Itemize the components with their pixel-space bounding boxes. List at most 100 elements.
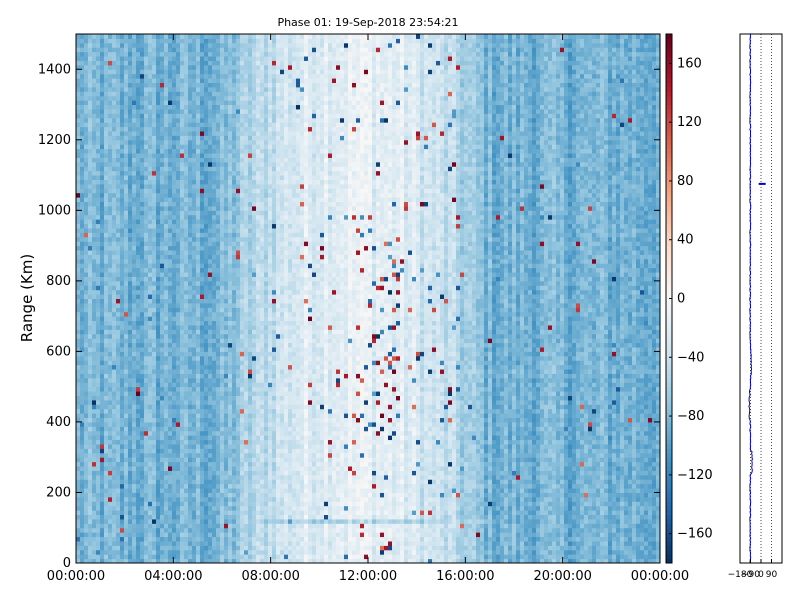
- heatmap-cell: [100, 545, 105, 550]
- heatmap-cell: [136, 545, 141, 550]
- heatmap-cell: [152, 122, 157, 127]
- heatmap-cell: [116, 254, 121, 259]
- heatmap-cell: [104, 193, 109, 198]
- heatmap-cell: [112, 109, 117, 114]
- heatmap-cell: [136, 448, 141, 453]
- heatmap-cell: [112, 74, 117, 79]
- heatmap-cell: [92, 175, 97, 180]
- heatmap-cell: [124, 515, 129, 520]
- heatmap-cell: [76, 294, 81, 299]
- heatmap-cell: [128, 210, 133, 215]
- heatmap-cell: [80, 515, 85, 520]
- heatmap-cell: [132, 246, 137, 251]
- heatmap-cell: [124, 118, 129, 123]
- heatmap-cell: [116, 193, 121, 198]
- heatmap-cell: [144, 65, 149, 70]
- heatmap-cell: [92, 506, 97, 511]
- heatmap-cell: [88, 202, 93, 207]
- heatmap-cell: [128, 281, 133, 286]
- heatmap-cell: [144, 100, 149, 105]
- heatmap-cell: [96, 532, 101, 537]
- heatmap-cell: [80, 113, 85, 118]
- heatmap-cell: [140, 457, 145, 462]
- heatmap-cell: [152, 316, 157, 321]
- heatmap-cell: [128, 52, 133, 57]
- heatmap-cell: [136, 541, 141, 546]
- heatmap-cell: [148, 268, 153, 273]
- heatmap-cell: [148, 435, 153, 440]
- heatmap-cell: [124, 532, 129, 537]
- heatmap-cell: [136, 87, 141, 92]
- heatmap-cell: [84, 409, 89, 414]
- heatmap-cell: [96, 510, 101, 515]
- heatmap-cell: [116, 488, 121, 493]
- heatmap-cell: [116, 515, 121, 520]
- heatmap-cell: [120, 135, 125, 140]
- heatmap-cell: [100, 409, 105, 414]
- heatmap-cell: [108, 109, 113, 114]
- heatmap-cell: [100, 360, 105, 365]
- heatmap-cell: [124, 259, 129, 264]
- heatmap-cell: [112, 153, 117, 158]
- heatmap-cell: [120, 171, 125, 176]
- heatmap-cell: [84, 395, 89, 400]
- heatmap-cell: [124, 303, 129, 308]
- heatmap-cell: [144, 395, 149, 400]
- heatmap-cell: [96, 299, 101, 304]
- heatmap-cell: [112, 250, 117, 255]
- heatmap-cell: [108, 404, 113, 409]
- heatmap-cell: [88, 166, 93, 171]
- heatmap-cell: [144, 166, 149, 171]
- heatmap-cell: [88, 545, 93, 550]
- heatmap-cell: [140, 554, 145, 559]
- heatmap-cell: [152, 541, 157, 546]
- heatmap-cell: [76, 453, 81, 458]
- heatmap-cell: [80, 321, 85, 326]
- heatmap-cell: [88, 171, 93, 176]
- heatmap-cell: [124, 232, 129, 237]
- heatmap-cell: [92, 325, 97, 330]
- heatmap-cell: [144, 360, 149, 365]
- heatmap-cell: [140, 259, 145, 264]
- heatmap-cell: [144, 38, 149, 43]
- heatmap-cell: [148, 179, 153, 184]
- heatmap-cell: [120, 409, 125, 414]
- heatmap-cell: [152, 166, 157, 171]
- heatmap-cell: [108, 166, 113, 171]
- heatmap-cell: [108, 299, 113, 304]
- heatmap-cell: [136, 395, 141, 400]
- heatmap-cell: [88, 206, 93, 211]
- heatmap-cell: [112, 276, 117, 281]
- heatmap-cell: [136, 188, 141, 193]
- heatmap-cell: [92, 492, 97, 497]
- heatmap-cell: [104, 144, 109, 149]
- heatmap-cell: [96, 65, 101, 70]
- heatmap-cell: [96, 426, 101, 431]
- heatmap-cell: [136, 285, 141, 290]
- heatmap-cell: [148, 356, 153, 361]
- heatmap-cell: [128, 462, 133, 467]
- heatmap-cell: [120, 52, 125, 57]
- heatmap-cell: [144, 34, 149, 39]
- heatmap-cell: [84, 554, 89, 559]
- heatmap-cell: [120, 140, 125, 145]
- heatmap-cell: [148, 515, 153, 520]
- heatmap-cell: [132, 219, 137, 224]
- heatmap-cell: [152, 523, 157, 528]
- heatmap-cell: [104, 448, 109, 453]
- heatmap-cell: [104, 435, 109, 440]
- heatmap-cell: [88, 65, 93, 70]
- heatmap-cell: [116, 373, 121, 378]
- heatmap-cell: [148, 453, 153, 458]
- heatmap-cell: [116, 448, 121, 453]
- heatmap-cell: [124, 69, 129, 74]
- heatmap-cell: [100, 166, 105, 171]
- heatmap-cell: [96, 52, 101, 57]
- heatmap-cell: [152, 144, 157, 149]
- heatmap-cell: [156, 365, 161, 370]
- heatmap-cell: [92, 329, 97, 334]
- heatmap-cell: [88, 418, 93, 423]
- heatmap-cell: [96, 435, 101, 440]
- heatmap-cell: [160, 484, 165, 489]
- heatmap-cell: [124, 329, 129, 334]
